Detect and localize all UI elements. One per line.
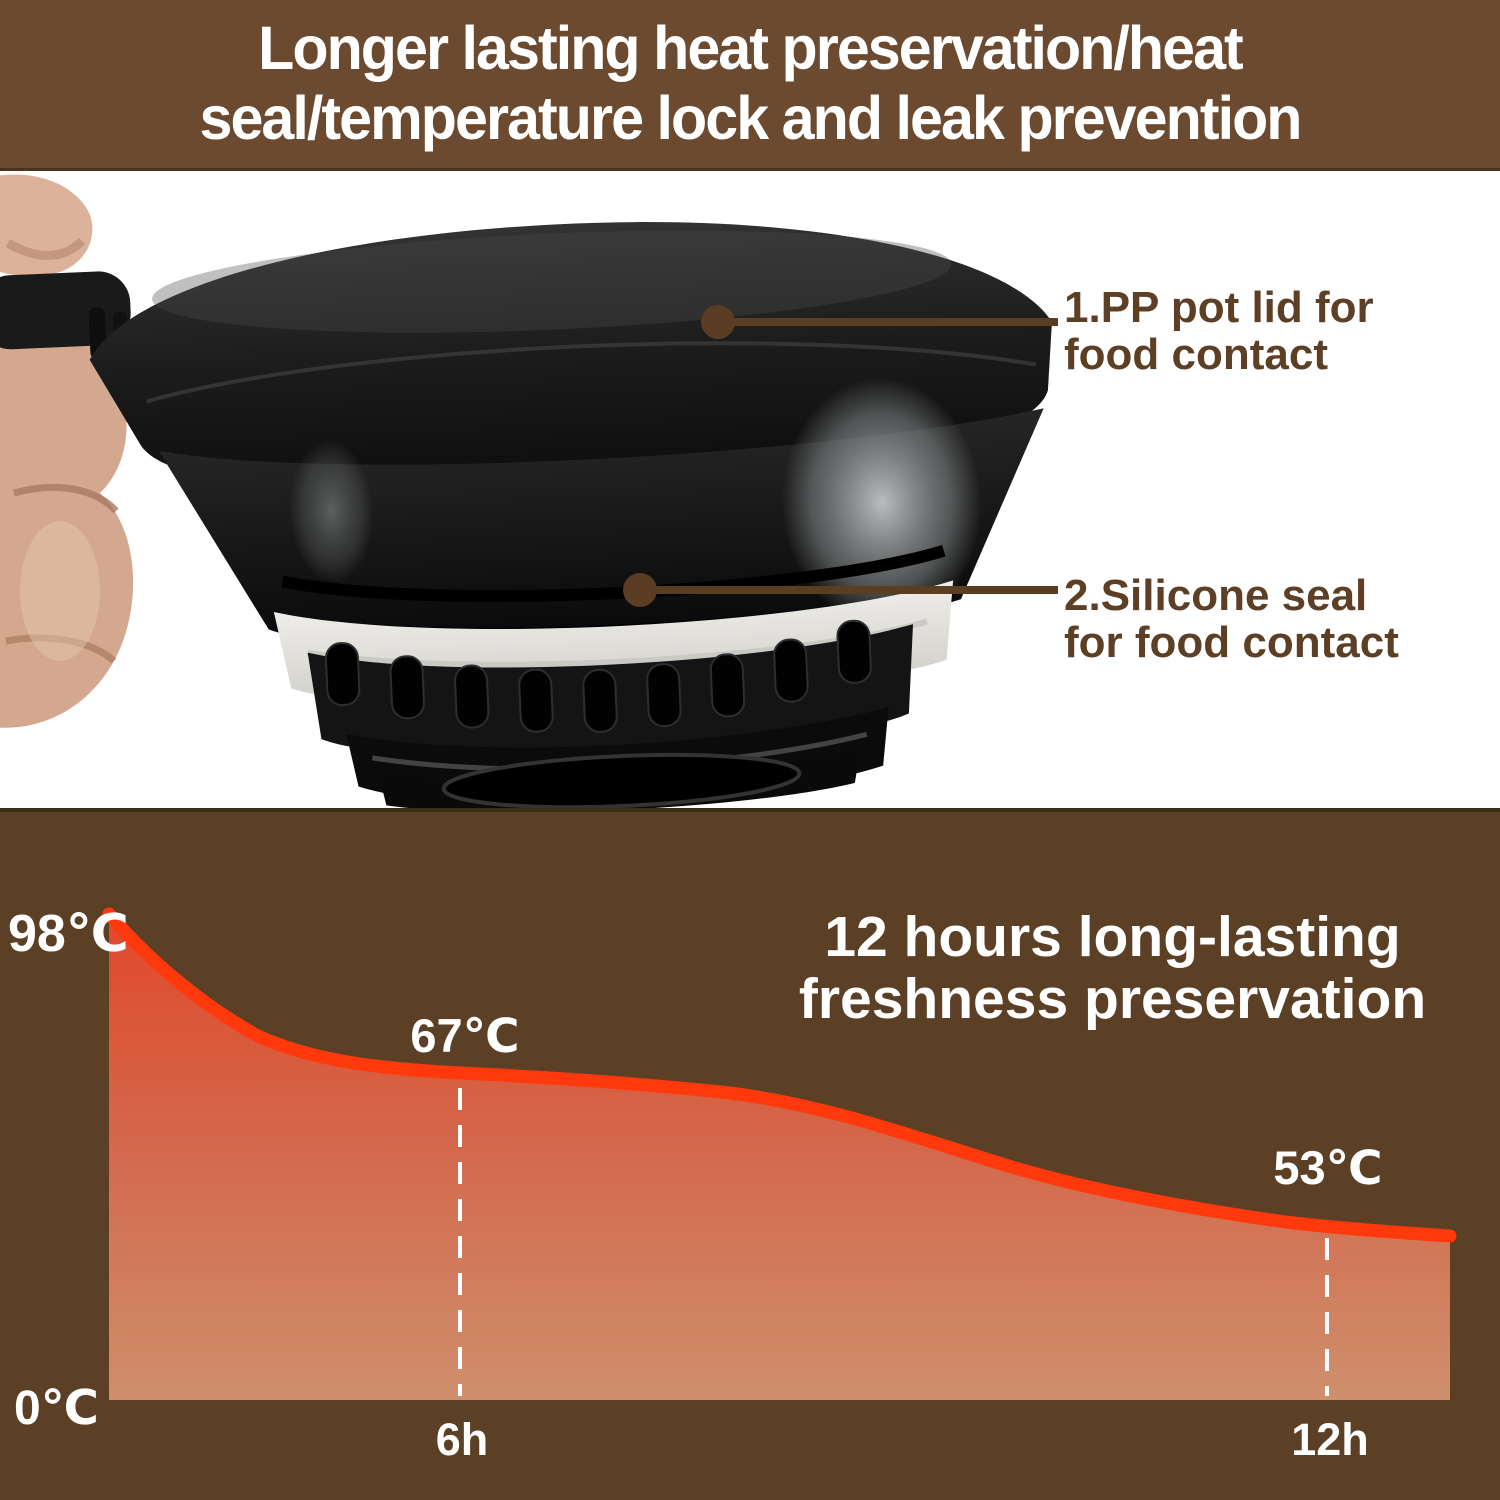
hand: [0, 174, 134, 728]
callout-label-silicone-seal: 2.Silicone seal for food contact: [1064, 572, 1399, 666]
temperature-chart-section: 12 hours long-lasting freshness preserva…: [0, 808, 1500, 1500]
chart-title-line1: 12 hours long-lasting: [824, 905, 1401, 969]
callout-line-silicone-seal: [640, 586, 1058, 594]
chart-title: 12 hours long-lasting freshness preserva…: [755, 906, 1470, 1030]
label-mid-temp: 67℃: [410, 1009, 520, 1062]
chart-title-line2: freshness preservation: [798, 967, 1427, 1031]
product-photo-illustration: [0, 174, 1052, 808]
title-banner: Longer lasting heat preservation/heat se…: [0, 0, 1500, 171]
spout-opening: [441, 752, 802, 808]
callout-label-pot-lid: 1.PP pot lid for food contact: [1064, 284, 1374, 378]
cone-shine-right: [781, 377, 982, 628]
label-x-6h: 6h: [435, 1414, 489, 1465]
callout-silicone-line1: 2.Silicone seal: [1064, 571, 1368, 620]
callout-pot-lid-line2: food contact: [1064, 330, 1328, 379]
product-photo-section: [0, 171, 1500, 808]
thumb-shadow: [5, 237, 86, 260]
callout-line-pot-lid: [718, 318, 1058, 326]
disc-sheen: [152, 230, 952, 333]
label-x-12h: 12h: [1291, 1414, 1369, 1465]
callout-pot-lid-line1: 1.PP pot lid for: [1064, 283, 1374, 332]
cone-shine-left: [289, 439, 374, 584]
finger-highlight: [20, 521, 100, 661]
banner-title-line2: seal/temperature lock and leak preventio…: [199, 84, 1302, 152]
thumb: [0, 174, 93, 277]
label-start-temp: 98℃: [8, 905, 129, 963]
temperature-area-chart: [102, 907, 1457, 1400]
callout-silicone-line2: for food contact: [1064, 618, 1399, 667]
banner-title-line1: Longer lasting heat preservation/heat: [258, 14, 1244, 82]
disc-rim-highlight: [146, 341, 1037, 404]
label-zero-temp: 0℃: [14, 1382, 99, 1435]
collar-slots: [324, 619, 872, 733]
temperature-area-fill: [109, 914, 1450, 1400]
pot-lid: [0, 222, 1052, 808]
temperature-curve-line: [102, 907, 1457, 1243]
label-end-temp: 53℃: [1273, 1141, 1383, 1194]
cone-groove-1: [281, 545, 946, 603]
finger-crease-1: [13, 484, 119, 514]
